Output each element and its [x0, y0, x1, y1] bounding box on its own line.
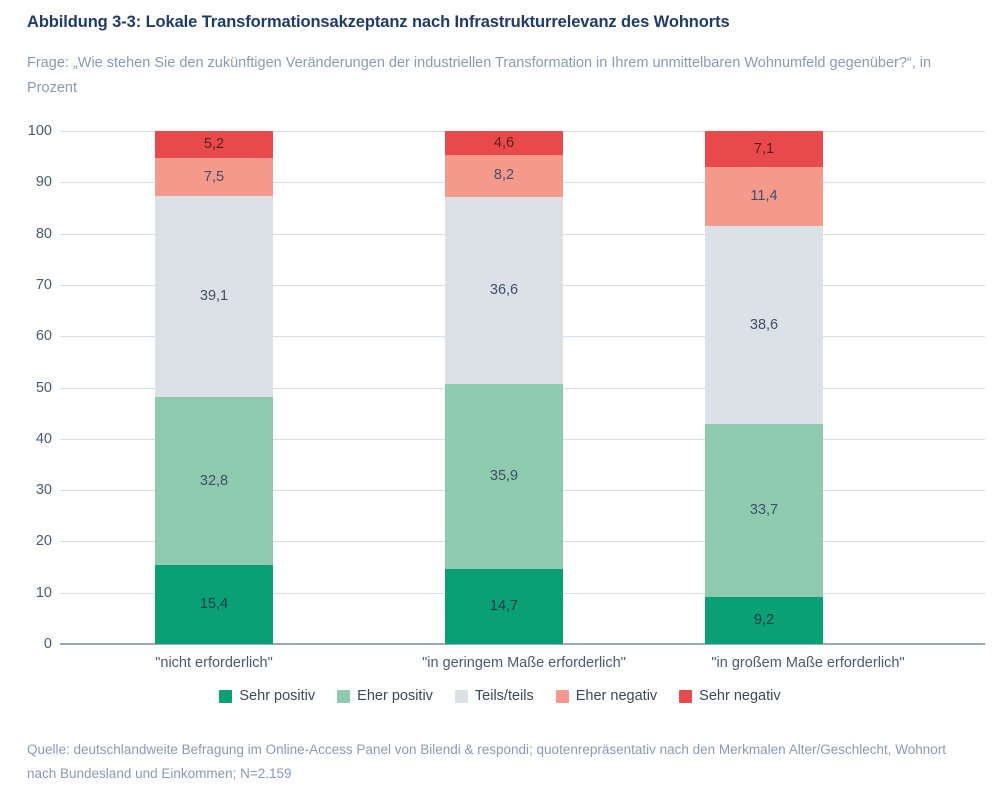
bar-segment-value-label: 11,4 — [750, 188, 778, 205]
legend-label: Eher positiv — [357, 688, 433, 704]
bar-segment[interactable]: 33,7 — [705, 423, 823, 597]
legend-swatch-icon — [679, 689, 693, 703]
legend-item[interactable]: Teils/teils — [454, 688, 534, 704]
bar-segment-value-label: 14,7 — [489, 598, 519, 615]
axis-baseline — [60, 643, 985, 645]
x-axis-label: "nicht erforderlich" — [155, 655, 273, 671]
y-tick-label: 0 — [43, 636, 52, 652]
legend-item[interactable]: Eher positiv — [337, 688, 433, 704]
legend-label: Teils/teils — [474, 688, 534, 704]
y-axis: 0 10 20 30 40 50 60 70 80 90 100 — [0, 120, 52, 655]
y-tick-label: 50 — [35, 379, 52, 396]
bar-segment[interactable]: 9,2 — [705, 596, 823, 644]
legend-swatch-icon — [454, 689, 468, 703]
bar-segment[interactable]: 4,6 — [445, 131, 563, 155]
plot-area: 0 10 20 30 40 50 60 70 80 90 100 15,4 32,8 39,1 7,5 5,… — [0, 120, 1000, 655]
bar-segment-value-label: 36,6 — [489, 282, 519, 299]
legend: Sehr positiv Eher positiv Teils/teils Eher … — [0, 688, 1000, 704]
figure-title: Abbildung 3-3: Lokale Transformationsakz… — [27, 13, 730, 31]
stacked-bar[interactable]: 9,2 33,7 38,6 11,4 7,1 — [705, 131, 823, 644]
bar-segment-value-label: 32,8 — [199, 472, 229, 489]
bar-segment-value-label: 39,1 — [199, 288, 229, 305]
legend-item[interactable]: Eher negativ — [555, 688, 658, 704]
bar-segment-value-label: 33,7 — [749, 502, 779, 519]
bars-layer: 15,4 32,8 39,1 7,5 5,2 14,7 35,9 36,6 8,2 4,6 9,2 3… — [0, 120, 1000, 655]
bar-segment-value-label: 35,9 — [489, 468, 519, 485]
y-tick-label: 100 — [27, 123, 52, 139]
y-tick-label: 10 — [35, 584, 52, 601]
bar-segment[interactable]: 15,4 — [155, 564, 273, 644]
source-note: Quelle: deutschlandweite Befragung im On… — [27, 742, 947, 781]
bar-segment[interactable]: 11,4 — [705, 167, 823, 226]
bar-segment[interactable]: 39,1 — [155, 196, 273, 397]
bar-segment[interactable]: 7,1 — [705, 131, 823, 168]
stacked-bar[interactable]: 15,4 32,8 39,1 7,5 5,2 — [155, 131, 273, 644]
bar-segment-value-label: 38,6 — [749, 316, 779, 333]
legend-item[interactable]: Sehr positiv — [219, 688, 315, 704]
y-tick-label: 60 — [35, 328, 52, 345]
y-tick-label: 20 — [35, 533, 52, 550]
legend-label: Sehr positiv — [239, 688, 316, 704]
x-axis-label: "in großem Maße erforderlich" — [711, 655, 905, 671]
bar-segment[interactable]: 14,7 — [445, 568, 563, 644]
stacked-bar[interactable]: 14,7 35,9 36,6 8,2 4,6 — [445, 131, 563, 644]
bar-segment-value-label: 15,4 — [199, 596, 229, 613]
y-tick-label: 90 — [35, 174, 52, 191]
legend-item[interactable]: Sehr negativ — [679, 688, 781, 704]
bar-segment-value-label: 7,1 — [753, 140, 775, 157]
y-tick-label: 70 — [35, 276, 52, 293]
legend-swatch-icon — [219, 689, 233, 703]
bar-segment-value-label: 7,5 — [203, 168, 225, 185]
y-tick-label: 80 — [35, 225, 52, 242]
y-tick-label: 30 — [35, 482, 52, 499]
legend-label: Sehr negativ — [699, 688, 781, 704]
bar-segment-value-label: 9,2 — [753, 612, 775, 629]
legend-swatch-icon — [337, 689, 351, 703]
x-axis-label: "in geringem Maße erforderlich" — [422, 655, 626, 671]
bar-segment[interactable]: 5,2 — [155, 131, 273, 158]
figure-subtitle: Frage: „Wie stehen Sie den zukünftigen V… — [27, 55, 932, 96]
x-axis-category-labels: "nicht erforderlich" "in geringem Maße er… — [0, 655, 1000, 681]
bar-segment[interactable]: 36,6 — [445, 196, 563, 385]
bar-segment-value-label: 4,6 — [493, 134, 515, 151]
bar-segment[interactable]: 35,9 — [445, 384, 563, 569]
legend-swatch-icon — [555, 689, 569, 703]
bar-segment[interactable]: 7,5 — [155, 157, 273, 197]
y-tick-label: 40 — [35, 430, 52, 447]
bar-segment-value-label: 5,2 — [203, 136, 225, 153]
bar-segment[interactable]: 38,6 — [705, 225, 823, 424]
legend-label: Eher negativ — [575, 688, 658, 704]
bar-segment[interactable]: 8,2 — [445, 154, 563, 197]
bar-segment[interactable]: 32,8 — [155, 396, 273, 565]
bar-segment-value-label: 8,2 — [493, 167, 515, 184]
